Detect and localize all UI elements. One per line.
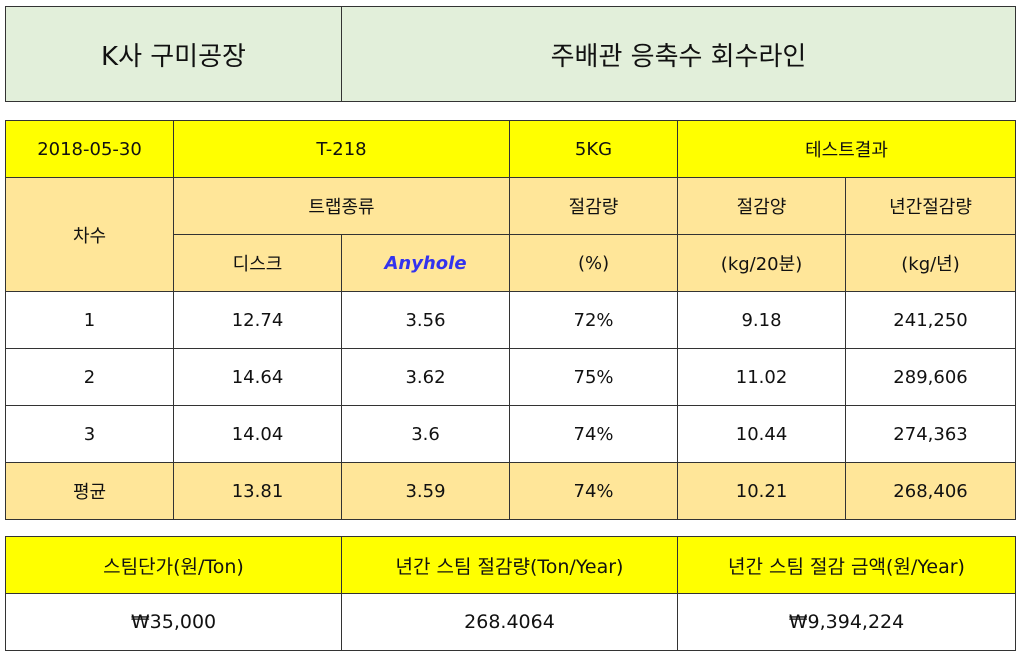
average-row: 평균 13.81 3.59 74% 10.21 268,406 (5, 462, 1017, 520)
annual-cell: 241,250 (845, 291, 1017, 349)
amount-cell: 9.18 (677, 291, 847, 349)
round-cell: 3 (5, 405, 174, 463)
annual-steam-saving: 268.4064 (341, 593, 678, 651)
average-rate: 74% (509, 462, 679, 520)
info-row: 2018-05-30 T-218 5KG 테스트결과 (5, 120, 1017, 178)
disc-cell: 14.64 (173, 348, 342, 406)
disc-cell: 12.74 (173, 291, 342, 349)
rate-cell: 72% (509, 291, 679, 349)
company-title: K사 구미공장 (5, 6, 342, 102)
saving-rate-unit: (%) (509, 234, 679, 292)
table-row: 3 14.04 3.6 74% 10.44 274,363 (5, 405, 1017, 463)
anyhole-header: Anyhole (340, 234, 511, 292)
rate-cell: 74% (509, 405, 679, 463)
steam-unit-price: ₩35,000 (5, 593, 342, 651)
average-disc: 13.81 (173, 462, 342, 520)
test-result-label: 테스트결과 (677, 120, 1017, 178)
anyhole-cell: 3.6 (340, 405, 511, 463)
annual-saving-unit: (kg/년) (845, 234, 1017, 292)
average-anyhole: 3.59 (340, 462, 511, 520)
table-row: 1 12.74 3.56 72% 9.18 241,250 (5, 291, 1017, 349)
round-cell: 1 (5, 291, 174, 349)
annual-saving-header: 년간절감량 (845, 177, 1017, 235)
summary-value-row: ₩35,000 268.4064 ₩9,394,224 (5, 593, 1016, 651)
anyhole-cell: 3.62 (340, 348, 511, 406)
saving-amount-unit: (kg/20분) (677, 234, 847, 292)
rate-cell: 75% (509, 348, 679, 406)
summary-header-row: 스팀단가(원/Ton) 년간 스팀 절감량(Ton/Year) 년간 스팀 절감… (5, 536, 1016, 594)
test-date: 2018-05-30 (5, 120, 174, 178)
amount-cell: 10.44 (677, 405, 847, 463)
round-header: 차수 (5, 177, 174, 292)
test-results-table: 2018-05-30 T-218 5KG 테스트결과 차수 트랩종류 절감량 절… (5, 120, 1017, 520)
amount-cell: 11.02 (677, 348, 847, 406)
disc-cell: 14.04 (173, 405, 342, 463)
trap-type-header: 트랩종류 (172, 177, 511, 235)
annual-cell: 289,606 (845, 348, 1017, 406)
saving-rate-header: 절감량 (509, 177, 679, 235)
annual-saving-cost: ₩9,394,224 (677, 593, 1016, 651)
table-row: 2 14.64 3.62 75% 11.02 289,606 (5, 348, 1017, 406)
average-amount: 10.21 (677, 462, 847, 520)
annual-saving-cost-header: 년간 스팀 절감 금액(원/Year) (677, 536, 1016, 594)
annual-cell: 274,363 (845, 405, 1017, 463)
header-row-2: 디스크 Anyhole (%) (kg/20분) (kg/년) (6, 234, 1017, 292)
title-table: K사 구미공장 주배관 응축수 회수라인 (5, 6, 1016, 102)
pressure: 5KG (509, 120, 679, 178)
average-label: 평균 (5, 462, 174, 520)
trap-model: T-218 (172, 120, 511, 178)
average-annual: 268,406 (845, 462, 1017, 520)
header-row-1: 차수 트랩종류 절감량 절감양 년간절감량 (5, 177, 1017, 292)
anyhole-cell: 3.56 (340, 291, 511, 349)
summary-table: 스팀단가(원/Ton) 년간 스팀 절감량(Ton/Year) 년간 스팀 절감… (5, 536, 1016, 651)
saving-amount-header: 절감양 (677, 177, 847, 235)
line-title: 주배관 응축수 회수라인 (341, 6, 1016, 102)
steam-unit-price-header: 스팀단가(원/Ton) (5, 536, 342, 594)
round-cell: 2 (5, 348, 174, 406)
disc-header: 디스크 (173, 234, 342, 292)
annual-steam-saving-header: 년간 스팀 절감량(Ton/Year) (341, 536, 678, 594)
